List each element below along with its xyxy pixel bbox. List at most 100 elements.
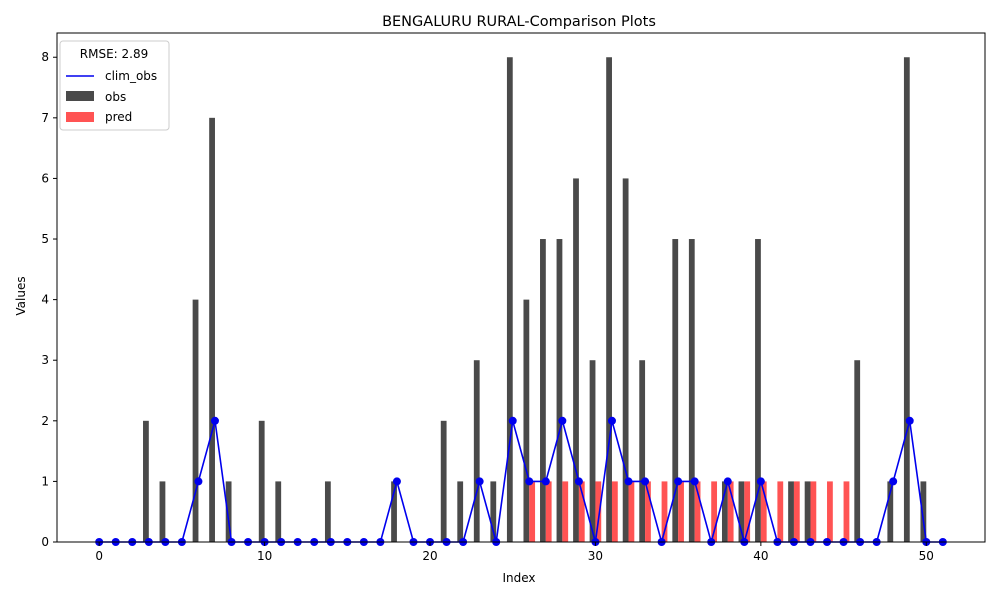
obs-bar [457,481,464,542]
clim-obs-point [756,477,765,486]
pred-bar [578,481,585,542]
pred-bar [694,481,701,542]
clim-obs-point [194,477,203,486]
obs-bar [225,481,232,542]
legend-swatch-pred [66,112,94,122]
clim-obs-point [624,477,633,486]
legend-swatch-obs [66,91,94,101]
clim-obs-point [475,477,484,486]
clim-obs-point [674,477,683,486]
plot-frame [56,32,986,543]
clim-obs-point [392,477,401,486]
obs-bar [490,481,497,542]
pred-bar [827,481,833,542]
y-tick-label: 5 [41,232,49,246]
obs-bar [920,481,927,542]
x-axis-label: Index [502,571,535,585]
obs-bar [589,360,596,542]
y-tick-label: 7 [41,111,49,125]
pred-bar [611,481,618,542]
obs-bar [573,178,579,542]
obs-bar [672,239,679,542]
chart-title: BENGALURU RURAL-Comparison Plots [382,14,656,30]
clim-obs-point [525,477,534,486]
obs-bar [738,481,745,542]
obs-bar [755,239,761,542]
obs-bar [606,57,612,542]
pred-bar [529,481,536,542]
clim-obs-point [508,416,517,425]
pred-bar [843,481,850,542]
clim-obs-point [574,477,583,486]
clim-obs-point [541,477,550,486]
pred-bar [545,481,552,542]
clim-obs-point [889,477,898,486]
obs-bar [391,481,397,542]
obs-bar [804,481,811,542]
pred-bar [810,481,817,542]
obs-bar [639,360,646,542]
legend-box [59,40,170,131]
y-tick-label: 8 [41,50,49,64]
x-tick-label: 30 [588,549,603,563]
legend: RMSE: 2.89 clim_obs obs pred [59,40,170,131]
obs-bar [143,420,149,542]
x-axis: 0 10 20 30 40 50 [95,542,934,563]
obs-bar [506,57,513,542]
obs-bar [440,420,447,542]
obs-bar [887,481,894,542]
legend-title: RMSE: 2.89 [80,47,148,61]
clim-obs-point [558,416,567,425]
pred-bar [760,481,767,542]
obs-bar [275,481,282,542]
clim-obs-point [690,477,699,486]
obs-bar [523,299,530,542]
obs-bar [854,360,861,542]
clim-obs-point [641,477,650,486]
obs-bar [324,481,331,542]
pred-bar [777,481,784,542]
pred-bar [562,481,569,542]
obs-bar [622,178,629,542]
y-tick-label: 2 [41,414,49,428]
obs-bar [556,239,563,542]
y-axis-label: Values [14,276,28,315]
legend-label-obs: obs [105,90,126,104]
obs-bar [903,57,910,542]
y-tick-label: 4 [41,293,49,307]
obs-bar [209,117,215,542]
y-tick-label: 0 [41,535,49,549]
pred-bar [661,481,668,542]
obs-bar [540,239,546,542]
pred-bar [727,481,734,542]
pred-bar [678,481,684,542]
pred-bar [595,481,602,542]
x-tick-label: 20 [422,549,437,563]
pred-bar [711,481,718,542]
x-tick-label: 40 [753,549,768,563]
y-tick-label: 1 [41,474,49,488]
obs-bar [473,360,480,542]
x-tick-label: 50 [919,549,934,563]
y-tick-label: 6 [41,171,49,185]
legend-label-pred: pred [105,110,132,124]
plot-area [56,32,986,546]
obs-bar [258,420,265,542]
clim-obs-point [210,416,219,425]
y-tick-label: 3 [41,353,49,367]
obs-bar [159,481,166,542]
pred-bar [793,481,800,542]
obs-bar [721,481,728,542]
clim-obs-point [607,416,616,425]
legend-label-clim-obs: clim_obs [105,69,157,83]
clim-obs-point [723,477,732,486]
x-tick-label: 0 [95,549,103,563]
obs-bar [192,299,199,542]
y-axis: 0 1 2 3 4 5 6 7 8 [41,50,57,549]
pred-bar [628,481,635,542]
x-tick-label: 10 [257,549,272,563]
pred-bar [645,481,651,542]
obs-bar [788,481,794,542]
pred-bar [744,481,751,542]
